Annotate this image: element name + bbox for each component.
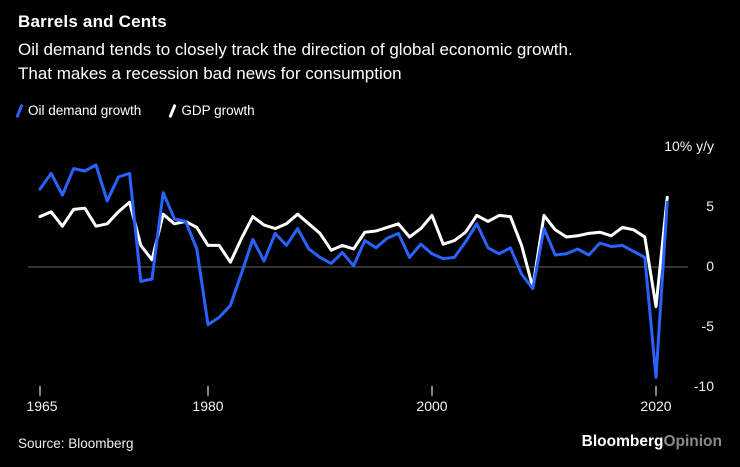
x-axis-label-2000: 2000 [416, 398, 448, 414]
legend-slash-icon [168, 103, 177, 118]
chart-title: Barrels and Cents [18, 12, 167, 31]
chart-subtitle-line2: That makes a recession bad news for cons… [18, 64, 402, 83]
legend-label: Oil demand growth [28, 103, 142, 118]
y-axis-label-neg5: -5 [701, 318, 714, 334]
brand-bloomberg: Bloomberg [581, 433, 664, 450]
legend-item-gdp: GDP growth [168, 103, 255, 118]
x-axis-label-1965: 1965 [26, 398, 58, 414]
brand-opinion: Opinion [663, 433, 722, 450]
bloomberg-opinion-logo: BloombergOpinion [582, 433, 722, 451]
x-axis-label-2020: 2020 [640, 398, 672, 414]
source-text: Source: Bloomberg [18, 436, 134, 451]
y-axis-label-0: 0 [706, 258, 714, 274]
chart-subtitle: Oil demand tends to closely track the di… [18, 38, 573, 86]
legend-label: GDP growth [181, 103, 255, 118]
x-axis-label-1980: 1980 [192, 398, 224, 414]
y-axis-label-10: 10% y/y [664, 138, 714, 154]
y-axis-label-neg10: -10 [693, 378, 714, 394]
y-axis-label-5: 5 [706, 198, 714, 214]
chart-subtitle-line1: Oil demand tends to closely track the di… [18, 40, 573, 59]
chart-legend: Oil demand growth GDP growth [15, 103, 255, 118]
legend-item-oil-demand: Oil demand growth [15, 103, 142, 118]
